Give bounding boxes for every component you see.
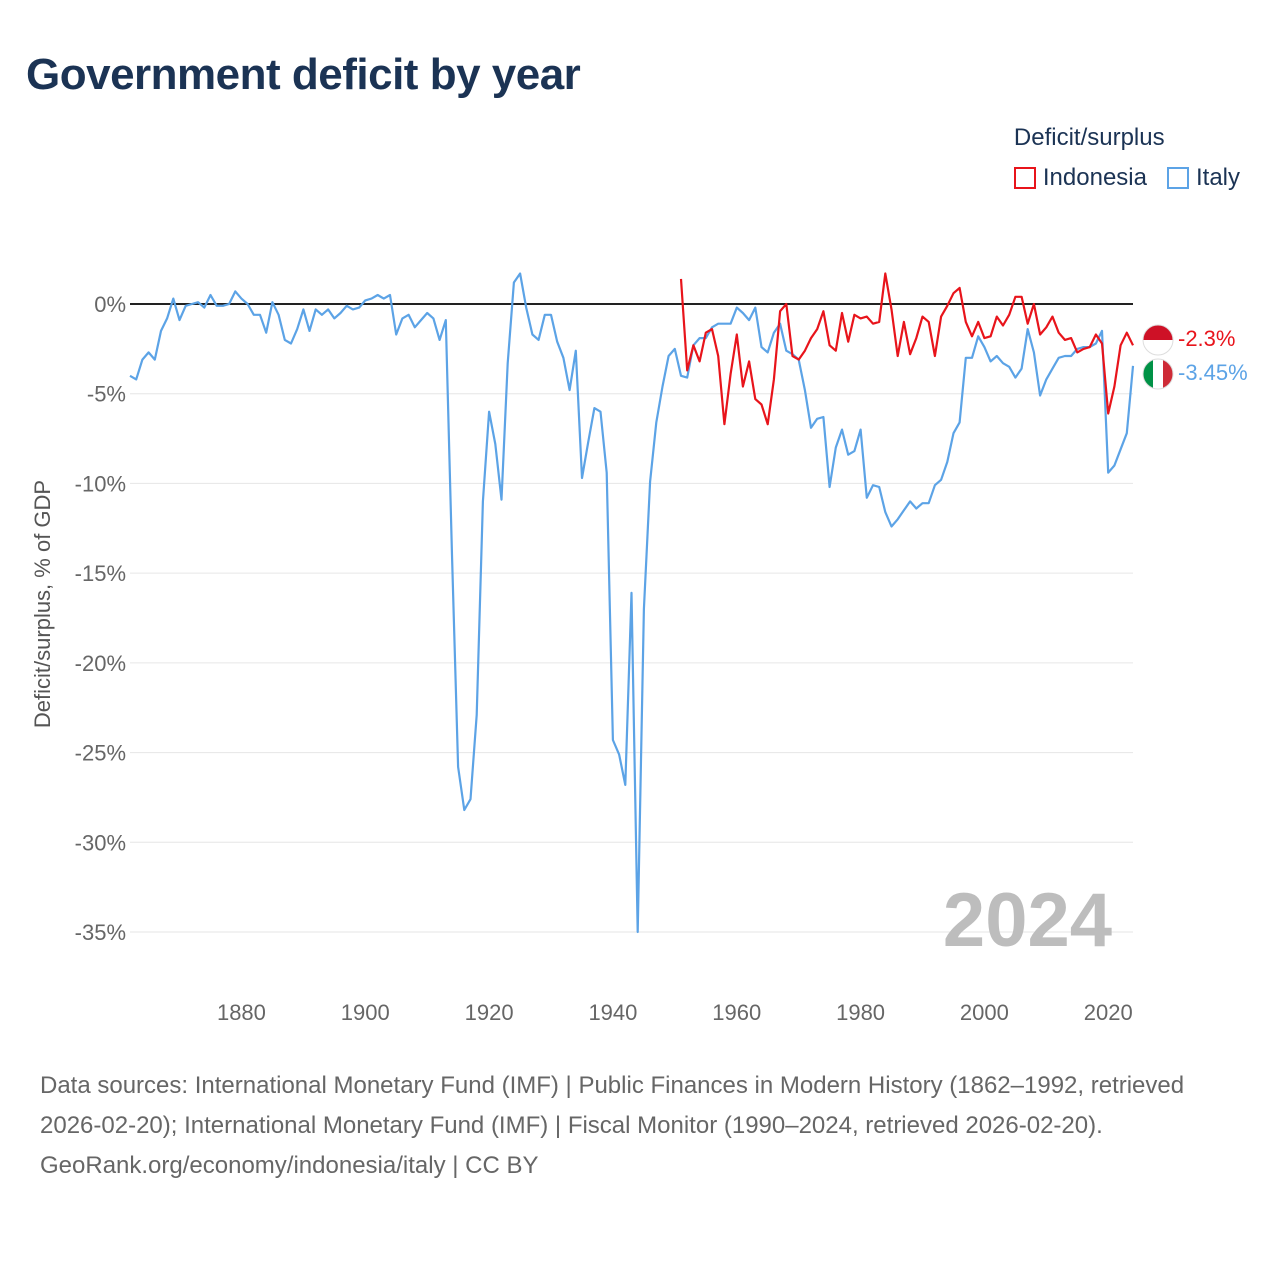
y-tick-label: -25% <box>75 741 126 766</box>
y-axis-label: Deficit/surplus, % of GDP <box>30 480 55 728</box>
y-tick-label: -35% <box>75 920 126 945</box>
italy-flag-icon <box>1142 358 1174 390</box>
series-line-italy[interactable] <box>129 272 1135 934</box>
x-tick-label: 1980 <box>836 1000 885 1025</box>
legend-label-indonesia: Indonesia <box>1042 164 1147 191</box>
legend-label-italy: Italy <box>1195 164 1240 191</box>
legend-swatch-indonesia <box>1013 167 1036 189</box>
x-tick-label: 1900 <box>341 1000 390 1025</box>
x-tick-label: 1920 <box>465 1000 514 1025</box>
footer: Data sources: International Monetary Fun… <box>40 1066 1240 1186</box>
legend: Deficit/surplus Indonesia Italy <box>1013 124 1240 192</box>
indonesia-flag-icon <box>1142 324 1174 356</box>
gridlines <box>130 393 1133 933</box>
legend-swatch-italy <box>1166 167 1189 189</box>
end-label-italy: -3.45% <box>1178 360 1248 385</box>
y-tick-label: -10% <box>75 471 126 496</box>
x-tick-label: 2020 <box>1084 1000 1133 1025</box>
series-line-indonesia[interactable] <box>679 272 1134 426</box>
y-tick-label: -15% <box>75 561 126 586</box>
legend-item-italy[interactable]: Italy <box>1166 164 1240 192</box>
legend-item-indonesia[interactable]: Indonesia <box>1013 164 1147 192</box>
x-tick-label: 1940 <box>588 1000 637 1025</box>
x-tick-label: 1960 <box>712 1000 761 1025</box>
axes: 0% -5% -10% -15% -20% -25% -30% -35% 1880 1900 192… <box>75 292 1133 1025</box>
series-lines <box>129 272 1135 934</box>
attribution-link[interactable]: GeoRank.org/economy/indonesia/italy | CC… <box>40 1152 539 1179</box>
y-tick-label: -20% <box>75 651 126 676</box>
data-sources-text: Data sources: International Monetary Fun… <box>40 1072 1185 1139</box>
end-label-indonesia: -2.3% <box>1178 326 1235 351</box>
year-watermark: 2024 <box>943 878 1112 963</box>
y-tick-label: -5% <box>87 382 126 407</box>
y-tick-label: 0% <box>94 292 126 317</box>
x-tick-label: 1880 <box>217 1000 266 1025</box>
line-chart: 0% -5% -10% -15% -20% -25% -30% -35% 1880 1900 192… <box>30 272 1248 1025</box>
chart-title: Government deficit by year <box>26 50 581 99</box>
legend-title: Deficit/surplus <box>1013 124 1165 151</box>
x-tick-label: 2000 <box>960 1000 1009 1025</box>
y-tick-label: -30% <box>75 830 126 855</box>
